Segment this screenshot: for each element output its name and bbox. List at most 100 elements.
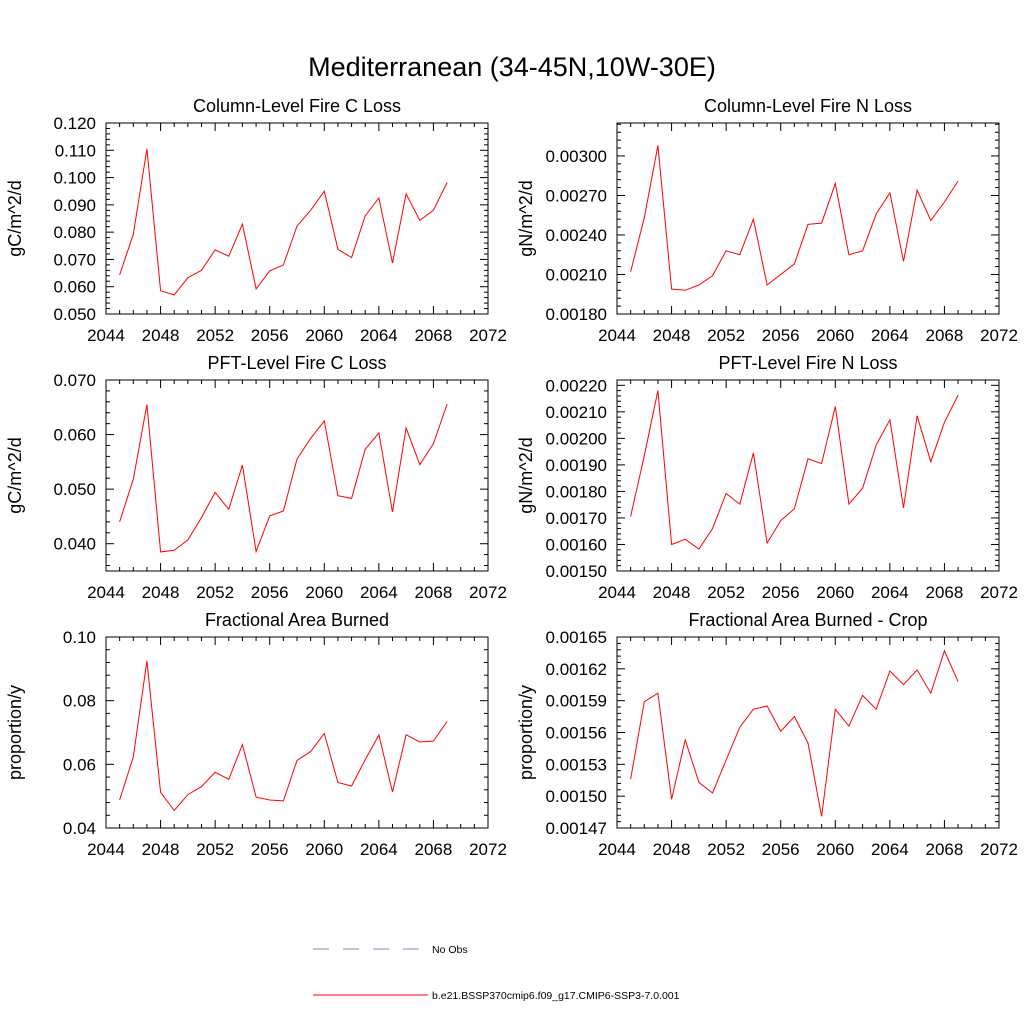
x-tick-label: 2044 [598,326,636,345]
y-tick-label: 0.00162 [546,660,607,679]
x-tick-label: 2060 [816,326,854,345]
x-tick-label: 2064 [871,326,909,345]
panel-3: PFT-Level Fire C Loss 2044 2048 2052 2056 206… [5,353,507,602]
panel-2: Column-Level Fire N Loss 2044 2048 2052 2056… [516,96,1018,345]
y-tick-label: 0.00156 [546,724,607,743]
y-tick-label: 0.08 [63,692,96,711]
figure-title: Mediterranean (34-45N,10W-30E) [308,52,716,82]
y-tick-label: 0.110 [55,141,96,160]
x-tick-label: 2060 [816,583,854,602]
x-tick-label: 2068 [415,840,453,859]
x-tick-label: 2072 [980,583,1018,602]
x-tick-label: 2072 [980,840,1018,859]
y-axis-label: proportion/y [5,685,25,780]
y-tick-label: 0.00150 [546,562,607,581]
x-tick-label: 2060 [305,840,343,859]
x-tick-label: 2064 [360,326,398,345]
series-line [119,403,448,554]
y-tick-label: 0.00200 [546,429,607,448]
y-tick-label: 0.00300 [546,147,607,166]
y-tick-label: 0.00153 [546,755,607,774]
y-tick-label: 0.00210 [546,265,607,284]
x-tick-label: 2068 [415,326,453,345]
x-tick-label: 2048 [653,326,691,345]
x-tick-label: 2052 [196,326,234,345]
y-tick-label: 0.10 [63,628,96,647]
x-tick-label: 2068 [926,326,964,345]
y-tick-label: 0.00150 [546,787,607,806]
plot-frame [616,379,1000,572]
x-tick-label: 2052 [196,840,234,859]
y-tick-label: 0.070 [53,250,96,269]
x-tick-label: 2052 [707,326,745,345]
series-line [630,649,959,817]
y-tick-label: 0.100 [53,169,96,188]
y-tick-label: 0.00240 [546,226,607,245]
y-tick-label: 0.070 [53,371,96,390]
x-tick-label: 2052 [707,583,745,602]
y-axis-label: gC/m^2/d [5,180,25,256]
x-tick-label: 2068 [926,840,964,859]
x-tick-label: 2044 [87,583,125,602]
x-tick-label: 2048 [142,583,180,602]
panel-1: Column-Level Fire C Loss 2044 2048 2052 2056… [5,96,507,345]
x-tick-label: 2068 [415,583,453,602]
y-tick-label: 0.00180 [546,305,607,324]
x-tick-label: 2056 [762,840,800,859]
x-tick-label: 2048 [142,840,180,859]
y-tick-label: 0.00210 [546,403,607,422]
panel-title: Column-Level Fire N Loss [704,96,912,116]
x-tick-label: 2064 [360,840,398,859]
y-tick-label: 0.060 [53,426,96,445]
y-tick-label: 0.00147 [546,819,607,838]
plot-frame [105,122,489,315]
legend-label-no-obs: No Obs [432,944,468,956]
x-tick-label: 2056 [762,326,800,345]
y-tick-label: 0.080 [53,223,96,242]
x-tick-label: 2072 [469,840,507,859]
x-tick-label: 2044 [87,326,125,345]
x-tick-label: 2060 [305,326,343,345]
series-line [630,145,959,291]
panel-title: Column-Level Fire C Loss [193,96,401,116]
x-tick-label: 2064 [871,583,909,602]
panel-title: PFT-Level Fire C Loss [207,353,386,373]
legend-label-model: b.e21.BSSP370cmip6.f09_g17.CMIP6-SSP3-7.… [432,990,680,1002]
x-tick-label: 2064 [871,840,909,859]
series-line [119,148,448,296]
y-tick-label: 0.060 [53,278,96,297]
x-tick-label: 2048 [653,583,691,602]
x-tick-label: 2048 [653,840,691,859]
legend: No Obs b.e21.BSSP370cmip6.f09_g17.CMIP6-… [313,944,680,1002]
x-tick-label: 2044 [598,583,636,602]
plot-frame [105,636,489,829]
y-tick-label: 0.00270 [546,186,607,205]
plot-frame [105,379,489,572]
y-tick-label: 0.00190 [546,456,607,475]
x-tick-label: 2056 [251,840,289,859]
x-tick-label: 2072 [469,583,507,602]
panel-grid: Column-Level Fire C Loss 2044 2048 2052 2056… [5,96,1018,859]
y-tick-label: 0.120 [53,114,96,133]
x-tick-label: 2044 [87,840,125,859]
panel-5: Fractional Area Burned 2044 2048 2052 2056 20… [5,610,507,859]
x-tick-label: 2060 [305,583,343,602]
panel-4: PFT-Level Fire N Loss 2044 2048 2052 2056 206… [516,353,1018,602]
y-axis-label: proportion/y [516,685,536,780]
y-tick-label: 0.06 [63,755,96,774]
y-axis-label: gC/m^2/d [5,437,25,513]
y-tick-label: 0.090 [53,196,96,215]
x-tick-label: 2060 [816,840,854,859]
x-tick-label: 2072 [980,326,1018,345]
y-tick-label: 0.050 [53,305,96,324]
y-tick-label: 0.00160 [546,535,607,554]
x-tick-label: 2056 [251,583,289,602]
y-tick-label: 0.00159 [546,692,607,711]
y-tick-label: 0.04 [63,819,96,838]
y-tick-label: 0.00180 [546,482,607,501]
panel-title: Fractional Area Burned [205,610,389,630]
x-tick-label: 2072 [469,326,507,345]
y-tick-label: 0.00220 [546,376,607,395]
